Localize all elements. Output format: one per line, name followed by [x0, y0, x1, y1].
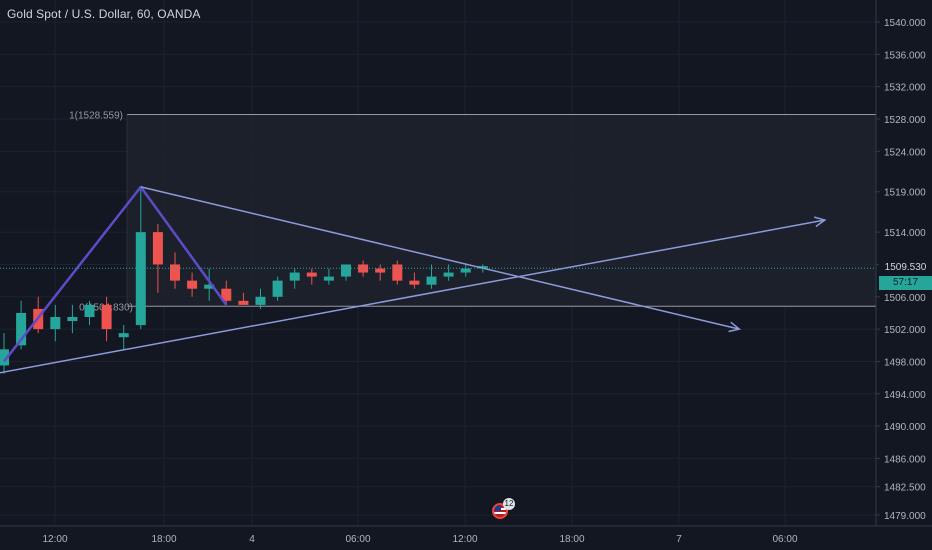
candle-body: [289, 272, 300, 281]
candle-body: [152, 232, 163, 265]
candle-body: [135, 232, 146, 326]
candle-body: [306, 272, 317, 277]
candle-body: [187, 280, 198, 289]
candle-body: [272, 280, 283, 297]
price-axis-tick: 1479.000: [884, 511, 926, 522]
candle-body: [101, 304, 112, 330]
fib-top-label: 1(1528.559): [69, 110, 123, 121]
time-axis-tick: 12:00: [42, 534, 67, 545]
candle-body: [460, 268, 471, 273]
price-axis-tick: 1528.000: [884, 115, 926, 126]
price-axis-tick: 1506.000: [884, 293, 926, 304]
time-axis-tick: 06:00: [772, 534, 797, 545]
candle-body: [443, 272, 454, 277]
candle-body: [409, 280, 420, 285]
price-axis-tick: 1502.000: [884, 325, 926, 336]
price-axis-tick: 1519.000: [884, 188, 926, 199]
current-price-label: 1509.530: [879, 260, 932, 276]
candle-body: [392, 264, 403, 281]
candle-body: [341, 264, 351, 277]
candle-body: [426, 276, 437, 285]
bar-countdown-label: 57:17: [879, 276, 932, 290]
time-axis-tick: 7: [676, 534, 682, 545]
events-count: 12: [503, 498, 515, 510]
price-axis-tick: 1536.000: [884, 50, 926, 61]
descending-trendline-arrowhead: [728, 321, 741, 333]
candle-body: [118, 333, 129, 338]
candle-body: [16, 312, 27, 346]
price-axis-tick: 1540.000: [884, 18, 926, 29]
economic-events-badge[interactable]: 12: [490, 497, 520, 523]
candle-body: [0, 349, 9, 366]
candle-body: [221, 288, 232, 301]
candle-body: [50, 317, 61, 330]
price-axis-tick: 1514.000: [884, 228, 926, 239]
descending-trendline: [140, 186, 740, 330]
price-axis-tick: 1486.000: [884, 454, 926, 465]
price-axis-tick: 1498.000: [884, 357, 926, 368]
candle-body: [67, 317, 78, 322]
candle-body: [238, 300, 249, 305]
ascending-trendline: [0, 219, 825, 374]
fib-retracement-area: [127, 114, 876, 307]
time-axis-tick: 06:00: [345, 534, 370, 545]
candle-body: [204, 284, 215, 289]
time-axis-tick: 18:00: [151, 534, 176, 545]
candle-body: [255, 296, 266, 305]
time-axis-tick: 4: [249, 534, 255, 545]
price-axis-tick: 1524.000: [884, 147, 926, 158]
candle-body: [323, 276, 334, 281]
candle-body: [170, 264, 180, 281]
price-axis-tick: 1490.000: [884, 422, 926, 433]
time-axis-tick: 12:00: [452, 534, 477, 545]
price-axis-tick: 1532.000: [884, 83, 926, 94]
candle-body: [84, 304, 95, 317]
price-axis-tick: 1482.500: [884, 483, 926, 494]
time-axis-tick: 18:00: [559, 534, 584, 545]
candle-body: [477, 266, 488, 269]
symbol-title[interactable]: Gold Spot / U.S. Dollar, 60, OANDA: [7, 7, 201, 21]
candle-body: [375, 268, 386, 273]
price-axis-tick: 1494.000: [884, 390, 926, 401]
ascending-trendline-arrowhead: [813, 216, 827, 228]
